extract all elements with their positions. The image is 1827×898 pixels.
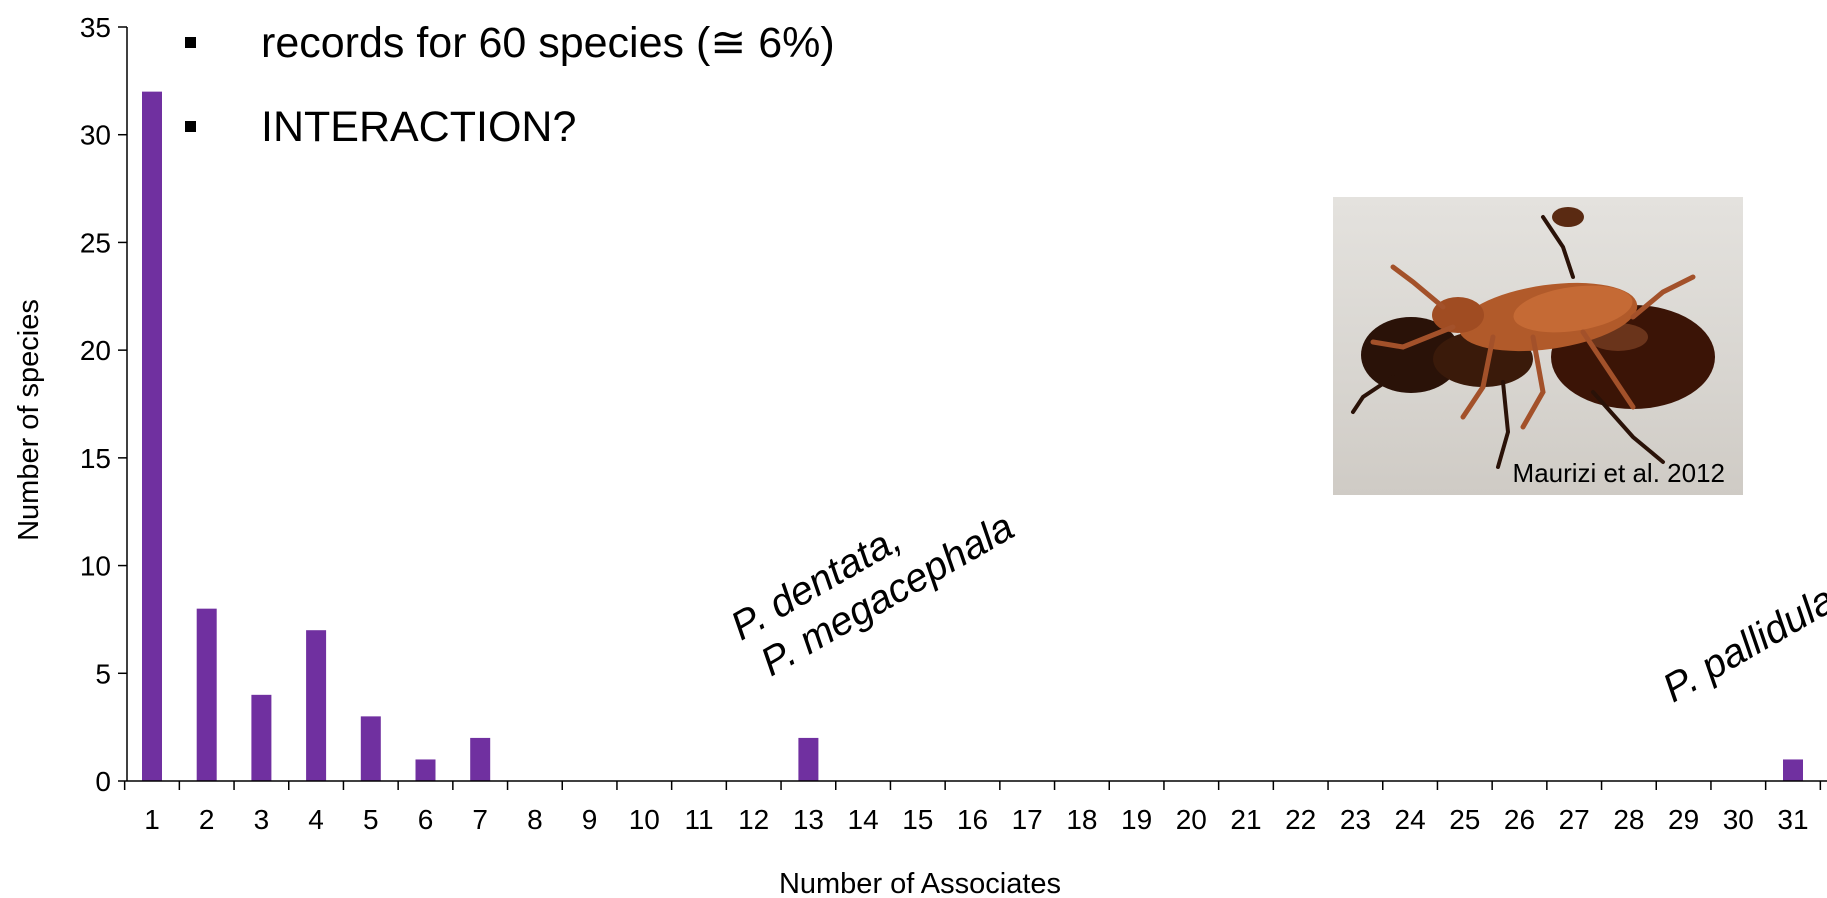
x-tick-label: 21 [1230, 804, 1261, 835]
chart-bars [142, 91, 1803, 782]
bar-13 [798, 737, 819, 781]
x-tick-label: 24 [1395, 804, 1426, 835]
x-tick-label: 3 [254, 804, 270, 835]
x-tick-label: 13 [793, 804, 824, 835]
bar-3 [251, 694, 272, 781]
x-tick-label: 31 [1777, 804, 1808, 835]
x-tick-label: 26 [1504, 804, 1535, 835]
bullet-text: INTERACTION? [261, 103, 577, 151]
bullet-square-icon [185, 37, 196, 48]
x-tick-label: 1 [144, 804, 160, 835]
x-tick-label: 20 [1176, 804, 1207, 835]
x-axis-title: Number of Associates [779, 868, 1061, 898]
bar-31 [1783, 759, 1803, 781]
bar-7 [470, 737, 491, 781]
bar-4 [306, 630, 327, 781]
photo-caption: Maurizi et al. 2012 [1512, 458, 1725, 488]
x-tick-label: 18 [1066, 804, 1097, 835]
x-tick-label: 15 [902, 804, 933, 835]
x-tick-label: 8 [527, 804, 543, 835]
beetle-on-ant-illustration [1351, 207, 1715, 469]
ant-beetle-photo: Maurizi et al. 2012 [1333, 197, 1743, 495]
bullet-text: records for 60 species (≅ 6%) [261, 19, 835, 67]
x-tick-label: 10 [629, 804, 660, 835]
y-axis-title: Number of species [13, 299, 45, 541]
x-tick-label: 29 [1668, 804, 1699, 835]
x-tick-label: 16 [957, 804, 988, 835]
x-tick-label: 23 [1340, 804, 1371, 835]
x-tick-label: 11 [684, 804, 713, 835]
bar-2 [196, 608, 217, 781]
x-tick-label: 6 [418, 804, 434, 835]
x-tick-label: 5 [363, 804, 379, 835]
y-tick-label: 25 [80, 227, 111, 258]
x-tick-label: 7 [472, 804, 488, 835]
y-tick-label: 5 [95, 658, 111, 689]
y-tick-label: 30 [80, 120, 111, 151]
x-tick-label: 25 [1449, 804, 1480, 835]
y-tick-label: 35 [80, 12, 111, 43]
bar-1 [142, 91, 162, 782]
bullet-square-icon [185, 121, 196, 132]
y-axis-ticks: 0 5 10 15 20 25 30 35 [80, 12, 127, 797]
y-tick-label: 15 [80, 443, 111, 474]
x-tick-label: 22 [1285, 804, 1316, 835]
x-tick-label: 30 [1723, 804, 1754, 835]
x-tick-label: 14 [848, 804, 879, 835]
bar-6 [415, 759, 436, 781]
x-tick-label: 12 [738, 804, 769, 835]
bar-5 [360, 716, 381, 781]
x-tick-label: 17 [1012, 804, 1043, 835]
x-tick-label: 9 [582, 804, 598, 835]
x-tick-label: 27 [1559, 804, 1590, 835]
x-tick-label: 4 [308, 804, 324, 835]
x-tick-label: 19 [1121, 804, 1152, 835]
y-tick-label: 20 [80, 335, 111, 366]
x-axis-ticks: 1 2 3 4 5 6 7 8 9 10 11 12 13 14 15 16 17 18 19 20 21 22 23 24 2… [123, 781, 1822, 835]
x-tick-label: 28 [1613, 804, 1644, 835]
x-tick-label: 2 [199, 804, 215, 835]
y-tick-label: 10 [80, 551, 111, 582]
y-tick-label: 0 [95, 766, 111, 797]
